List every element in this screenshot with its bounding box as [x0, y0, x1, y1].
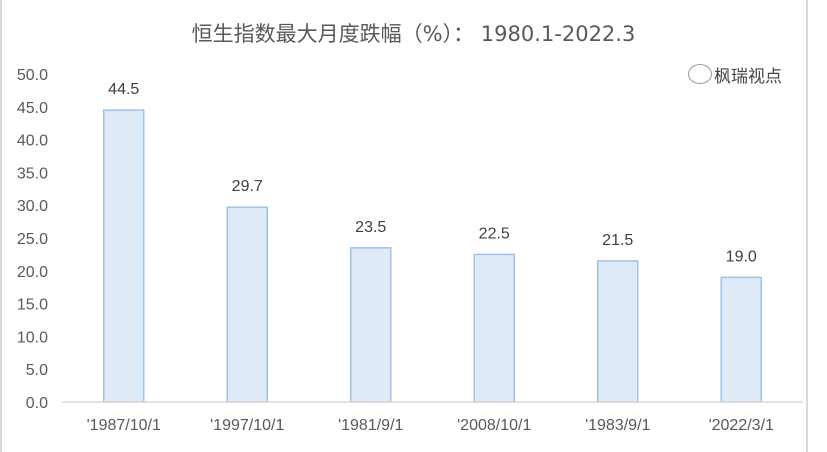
watermark: 枫瑞视点 [714, 67, 782, 87]
y-tick-label: 25.0 [17, 231, 48, 248]
x-tick-label: '2022/3/1 [709, 417, 774, 434]
y-tick-label: 40.0 [17, 133, 48, 150]
x-tick-label: '2008/10/1 [457, 417, 531, 434]
y-tick-label: 20.0 [17, 264, 48, 281]
wechat-icon [688, 64, 712, 84]
y-tick-label: 10.0 [17, 329, 48, 346]
x-tick-label: '1997/10/1 [210, 417, 284, 434]
data-label: 19.0 [726, 248, 757, 265]
data-label: 44.5 [108, 81, 139, 98]
bar [226, 206, 268, 403]
chart-title: 恒生指数最大月度跌幅（%）： 1980.1-2022.3 [191, 22, 636, 46]
bar [720, 276, 762, 403]
y-tick-label: 0.0 [26, 395, 48, 412]
data-label: 29.7 [232, 178, 263, 195]
y-tick-label: 5.0 [26, 362, 48, 379]
bar [473, 253, 515, 403]
bar [350, 247, 392, 403]
bar [597, 260, 639, 403]
y-tick-label: 30.0 [17, 198, 48, 215]
y-tick-label: 35.0 [17, 165, 48, 182]
data-label: 23.5 [355, 219, 386, 236]
chart-frame [0, 0, 808, 452]
y-tick-label: 45.0 [17, 100, 48, 117]
x-tick-label: '1983/9/1 [585, 417, 650, 434]
y-tick-label: 50.0 [17, 67, 48, 84]
data-label: 22.5 [479, 225, 510, 242]
x-tick-label: '1987/10/1 [87, 417, 161, 434]
bar [103, 109, 145, 403]
data-label: 21.5 [602, 232, 633, 249]
x-tick-label: '1981/9/1 [338, 417, 403, 434]
y-tick-label: 15.0 [17, 297, 48, 314]
